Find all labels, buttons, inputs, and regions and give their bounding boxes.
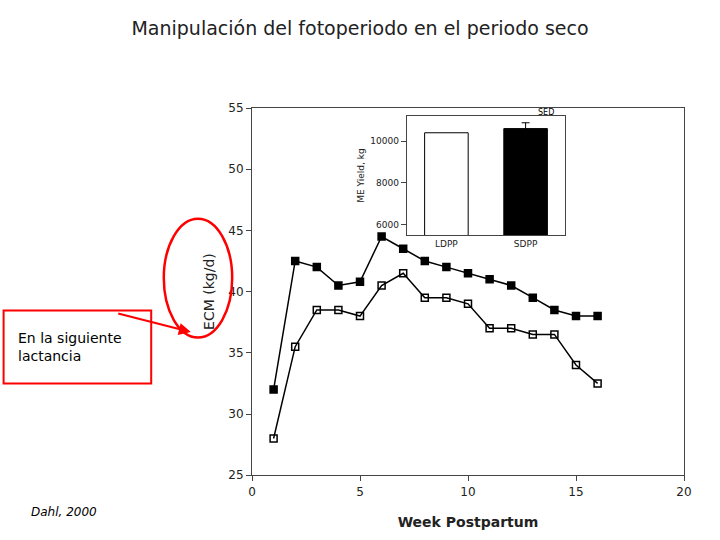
svg-text:40: 40	[228, 285, 243, 299]
svg-text:ECM (kg/d): ECM (kg/d)	[201, 253, 217, 330]
svg-text:Week Postpartum: Week Postpartum	[398, 514, 539, 530]
svg-text:10: 10	[460, 485, 475, 499]
svg-text:45: 45	[228, 224, 243, 238]
svg-text:ME Yield, kg: ME Yield, kg	[356, 148, 366, 202]
svg-text:15: 15	[568, 485, 583, 499]
svg-text:5: 5	[356, 485, 364, 499]
svg-text:55: 55	[228, 101, 243, 115]
svg-text:20: 20	[676, 485, 691, 499]
svg-text:LDPP: LDPP	[435, 239, 458, 249]
svg-text:Dahl, 2000: Dahl, 2000	[31, 505, 97, 519]
svg-text:6000: 6000	[376, 220, 399, 230]
svg-text:25: 25	[228, 468, 243, 482]
svg-text:SDPP: SDPP	[514, 239, 538, 249]
svg-text:0: 0	[248, 485, 256, 499]
svg-text:8000: 8000	[376, 178, 399, 188]
svg-text:SED: SED	[538, 108, 554, 117]
svg-text:10000: 10000	[370, 136, 399, 146]
svg-text:Manipulación del fotoperiodo e: Manipulación del fotoperiodo en el perio…	[131, 17, 588, 39]
svg-text:35: 35	[228, 346, 243, 360]
svg-text:En la siguientelactancia: En la siguientelactancia	[18, 330, 122, 364]
svg-text:30: 30	[228, 407, 243, 421]
svg-text:50: 50	[228, 162, 243, 176]
